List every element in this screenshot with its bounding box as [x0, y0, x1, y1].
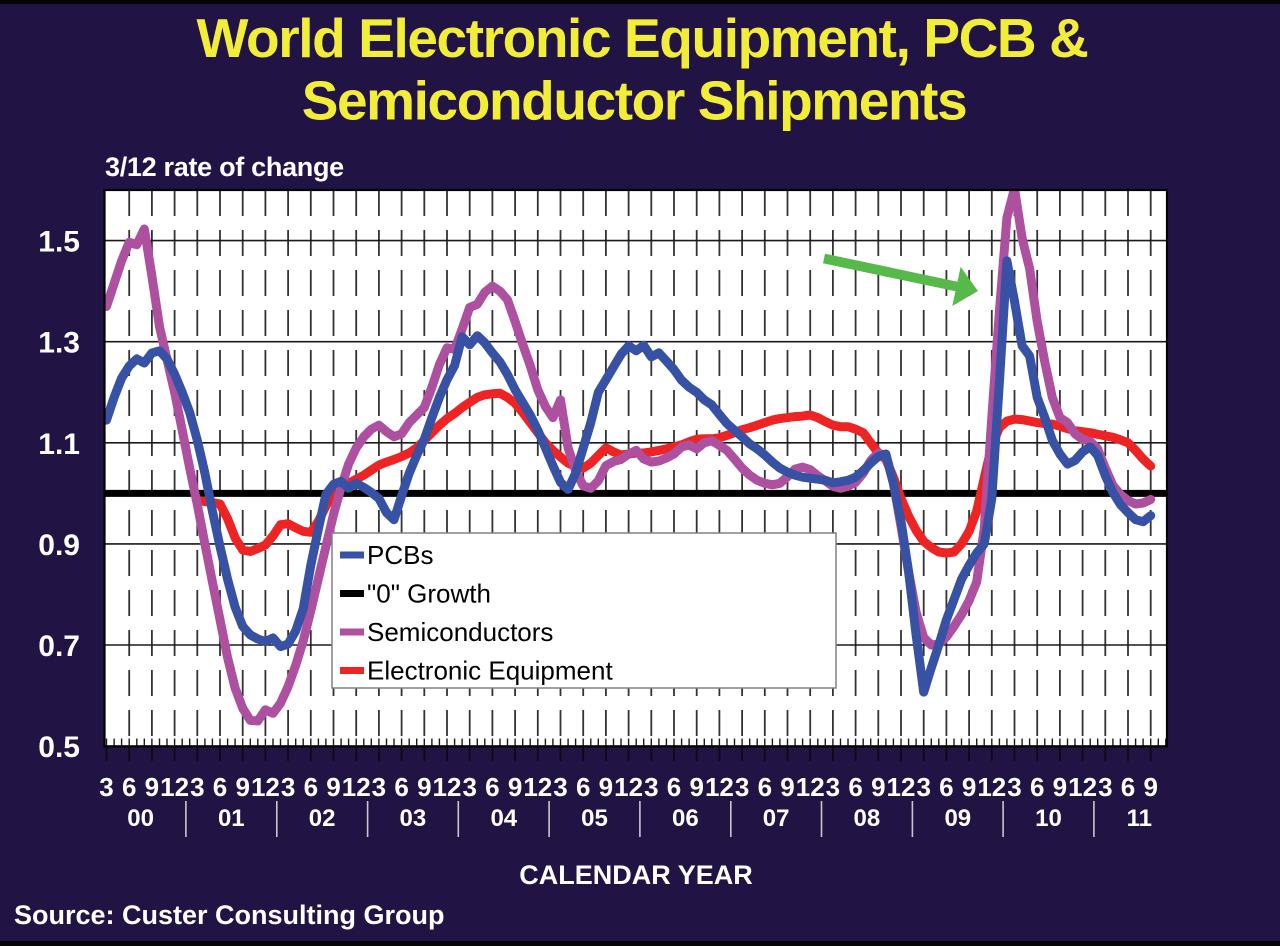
svg-text:3: 3: [99, 772, 113, 802]
svg-text:9: 9: [235, 772, 249, 802]
svg-text:12: 12: [1068, 772, 1097, 802]
svg-text:6: 6: [485, 772, 499, 802]
svg-text:12: 12: [433, 772, 462, 802]
svg-text:Electronic Equipment: Electronic Equipment: [367, 656, 613, 686]
svg-text:3: 3: [190, 772, 204, 802]
svg-text:3/12 rate of change: 3/12 rate of change: [105, 152, 344, 182]
svg-text:3: 3: [1007, 772, 1021, 802]
svg-text:3: 3: [281, 772, 295, 802]
svg-text:9: 9: [599, 772, 613, 802]
svg-text:12: 12: [251, 772, 280, 802]
svg-text:Source: Custer Consulting Grou: Source: Custer Consulting Group: [14, 900, 445, 930]
svg-text:3: 3: [553, 772, 567, 802]
svg-text:9: 9: [689, 772, 703, 802]
svg-text:9: 9: [1053, 772, 1067, 802]
svg-text:0.7: 0.7: [38, 630, 80, 663]
svg-text:1.3: 1.3: [38, 327, 80, 360]
svg-text:12: 12: [887, 772, 916, 802]
svg-text:6: 6: [394, 772, 408, 802]
svg-text:Semiconductor Shipments: Semiconductor Shipments: [302, 70, 967, 132]
svg-text:9: 9: [1143, 772, 1157, 802]
svg-text:3: 3: [1098, 772, 1112, 802]
svg-text:1.1: 1.1: [38, 428, 80, 461]
svg-text:6: 6: [213, 772, 227, 802]
svg-text:09: 09: [944, 805, 971, 832]
svg-text:06: 06: [672, 805, 699, 832]
svg-text:1.5: 1.5: [38, 226, 80, 259]
svg-text:6: 6: [122, 772, 136, 802]
svg-text:6: 6: [576, 772, 590, 802]
svg-text:10: 10: [1035, 805, 1062, 832]
svg-text:3: 3: [644, 772, 658, 802]
svg-text:12: 12: [523, 772, 552, 802]
svg-text:9: 9: [962, 772, 976, 802]
svg-text:12: 12: [160, 772, 189, 802]
svg-text:04: 04: [490, 805, 517, 832]
svg-text:0.5: 0.5: [38, 731, 80, 764]
svg-text:12: 12: [705, 772, 734, 802]
svg-text:PCBs: PCBs: [367, 540, 433, 570]
svg-text:3: 3: [462, 772, 476, 802]
svg-text:07: 07: [763, 805, 790, 832]
svg-text:03: 03: [400, 805, 427, 832]
svg-text:9: 9: [417, 772, 431, 802]
svg-text:12: 12: [977, 772, 1006, 802]
svg-text:CALENDAR YEAR: CALENDAR YEAR: [519, 860, 753, 890]
svg-text:6: 6: [667, 772, 681, 802]
svg-text:12: 12: [614, 772, 643, 802]
svg-text:6: 6: [758, 772, 772, 802]
svg-text:9: 9: [508, 772, 522, 802]
svg-text:12: 12: [342, 772, 371, 802]
svg-text:6: 6: [304, 772, 318, 802]
svg-text:9: 9: [145, 772, 159, 802]
svg-text:05: 05: [581, 805, 608, 832]
svg-text:6: 6: [1030, 772, 1044, 802]
svg-text:"0" Growth: "0" Growth: [367, 579, 491, 609]
svg-text:0.9: 0.9: [38, 529, 80, 562]
svg-text:6: 6: [848, 772, 862, 802]
svg-text:Semiconductors: Semiconductors: [367, 617, 553, 647]
svg-text:08: 08: [854, 805, 881, 832]
svg-text:02: 02: [309, 805, 336, 832]
svg-text:3: 3: [826, 772, 840, 802]
svg-text:11: 11: [1127, 805, 1152, 832]
svg-text:6: 6: [1121, 772, 1135, 802]
svg-text:9: 9: [326, 772, 340, 802]
svg-text:9: 9: [780, 772, 794, 802]
svg-text:01: 01: [218, 805, 245, 832]
svg-text:World Electronic Equipment, PC: World Electronic Equipment, PCB &: [197, 7, 1088, 69]
svg-text:3: 3: [372, 772, 386, 802]
svg-text:12: 12: [796, 772, 825, 802]
svg-text:3: 3: [916, 772, 930, 802]
svg-text:3: 3: [735, 772, 749, 802]
svg-text:9: 9: [871, 772, 885, 802]
svg-text:6: 6: [939, 772, 953, 802]
svg-text:00: 00: [127, 805, 154, 832]
